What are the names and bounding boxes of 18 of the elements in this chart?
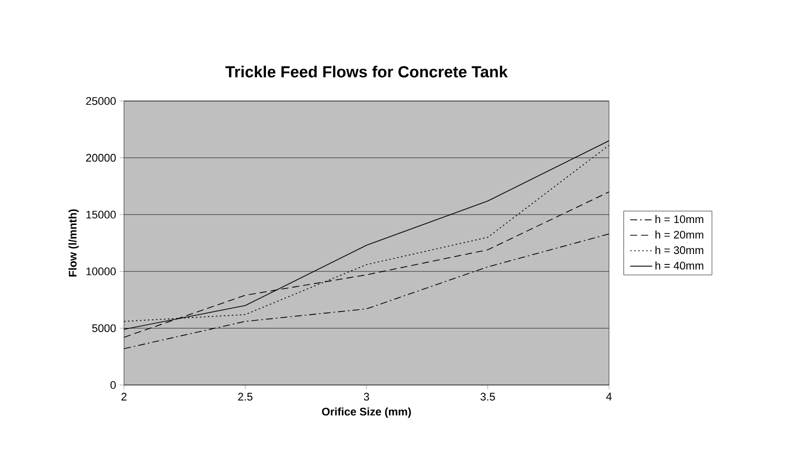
y-tick-label: 25000: [86, 97, 116, 105]
x-tick-label: 2.5: [238, 392, 252, 401]
y-tick-label: 20000: [86, 154, 116, 162]
x-tick-label: 3: [364, 392, 370, 401]
y-tick-label: 5000: [92, 324, 116, 332]
legend-label: h = 10mm: [656, 215, 704, 224]
x-axis-title: Orifice Size (mm): [322, 407, 411, 418]
y-tick-label: 15000: [86, 210, 116, 218]
y-tick-label: 10000: [86, 268, 116, 276]
legend-label: h = 20mm: [656, 230, 704, 239]
x-tick-label: 4: [606, 392, 612, 400]
x-tick-label: 2: [121, 392, 127, 400]
y-axis-title: Flow (l/mnth): [68, 209, 79, 276]
legend-label: h = 30mm: [656, 246, 704, 254]
y-tick-label: 0: [110, 381, 116, 389]
chart-title: Trickle Feed Flows for Concrete Tank: [225, 66, 508, 78]
x-tick-label: 3.5: [480, 392, 495, 401]
legend-label: h = 40mm: [656, 261, 704, 270]
